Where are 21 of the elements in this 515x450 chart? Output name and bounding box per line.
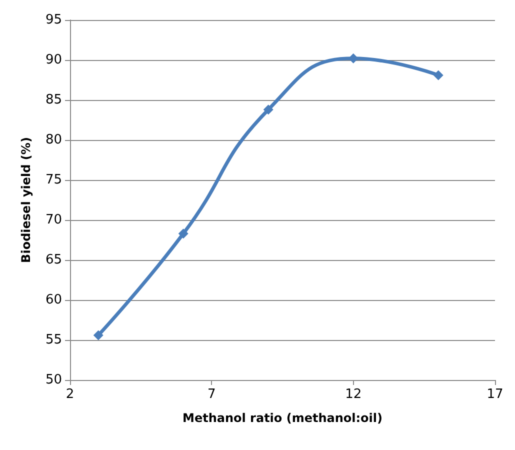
x-axis-title: Methanol ratio (methanol:oil)	[182, 411, 382, 425]
point	[93, 330, 104, 340]
y-tick-label: 85	[45, 92, 62, 108]
y-tick-label: 95	[45, 12, 62, 28]
point	[178, 228, 188, 239]
y-tick-label: 90	[45, 52, 62, 68]
x-tick-label: 7	[208, 387, 216, 402]
x-tick-label: 12	[345, 387, 362, 402]
point	[433, 70, 444, 80]
point	[263, 104, 274, 115]
y-tick-label: 75	[45, 172, 62, 188]
y-tick-label: 80	[45, 132, 62, 148]
x-tick-label: 2	[66, 387, 74, 402]
x-tick-label: 17	[486, 387, 504, 402]
y-axis-title: Biodiesel yield (%)	[19, 137, 33, 263]
y-tick-label: 50	[45, 372, 62, 388]
y-tick-label: 55	[45, 332, 62, 348]
y-tick-label: 70	[45, 212, 62, 228]
y-tick-label: 60	[45, 292, 62, 308]
point	[348, 53, 358, 64]
y-tick-label: 65	[45, 252, 62, 268]
